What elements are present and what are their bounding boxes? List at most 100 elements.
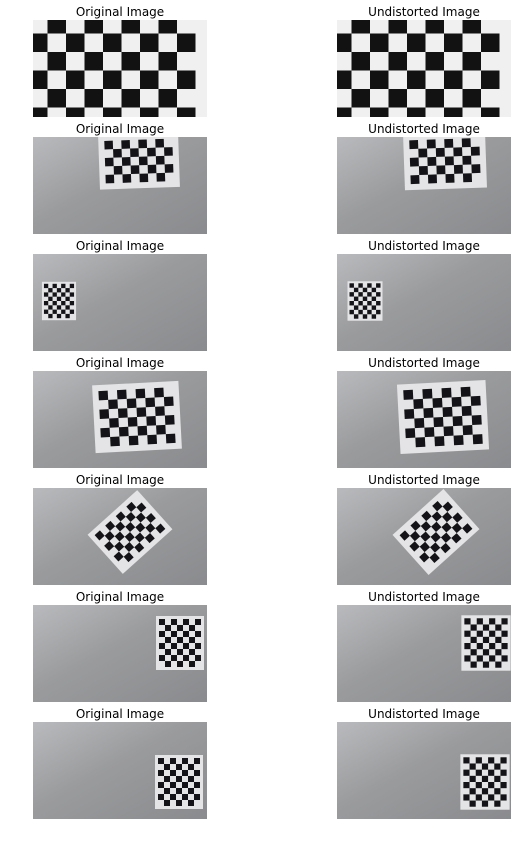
checker-square <box>156 172 166 182</box>
checker-square <box>353 305 359 310</box>
checker-square <box>419 552 430 563</box>
checker-square <box>405 428 416 439</box>
checker-square <box>481 70 500 89</box>
checker-square <box>489 630 496 637</box>
checker-square <box>65 305 70 310</box>
checker-square <box>121 20 140 34</box>
checker-square <box>65 296 70 301</box>
checkerboard <box>155 755 203 809</box>
checker-square <box>126 501 137 512</box>
checkerboard <box>98 137 180 190</box>
checker-square <box>443 426 454 437</box>
checker-square <box>164 800 170 806</box>
checker-square <box>463 769 470 776</box>
checker-square <box>155 406 165 417</box>
checker-square <box>189 661 195 667</box>
checker-square <box>98 390 109 401</box>
checker-square <box>195 619 201 625</box>
checker-square <box>171 643 177 649</box>
checker-square <box>104 157 114 167</box>
checker-square <box>176 788 182 794</box>
checker-square <box>407 33 426 52</box>
checker-square <box>429 552 440 563</box>
checker-square <box>500 794 507 801</box>
checker-square <box>435 147 445 157</box>
checker-square <box>159 655 165 661</box>
checker-square <box>430 531 441 543</box>
checker-square <box>134 542 145 553</box>
checker-square <box>388 52 407 71</box>
checker-square <box>114 531 125 542</box>
checker-square <box>99 409 110 419</box>
checker-square <box>418 148 428 158</box>
checkerboard <box>87 490 173 574</box>
checker-square <box>194 782 200 788</box>
checker-square <box>189 625 195 631</box>
checker-square <box>440 532 452 543</box>
checker-square <box>501 618 508 625</box>
checker-square <box>481 33 500 52</box>
checker-square <box>452 415 463 427</box>
checker-square <box>475 769 482 776</box>
checker-square <box>371 287 377 293</box>
checker-square <box>69 309 75 314</box>
panel-image <box>33 137 207 234</box>
checker-square <box>451 522 463 534</box>
checker-square <box>444 70 463 89</box>
checker-square <box>176 776 182 782</box>
panel-title: Undistorted Image <box>368 5 480 19</box>
checker-square <box>420 521 432 532</box>
checker-square <box>188 788 194 794</box>
checker-square <box>155 155 165 165</box>
checker-square <box>104 540 115 552</box>
checker-square <box>482 649 490 656</box>
checker-square <box>121 157 131 166</box>
panel-title: Original Image <box>75 356 165 370</box>
checker-square <box>451 533 462 544</box>
checker-square <box>421 510 432 522</box>
checker-square <box>475 794 482 801</box>
checker-square <box>434 436 445 447</box>
checker-square <box>124 542 135 553</box>
checker-square <box>66 107 85 117</box>
checker-square <box>337 107 352 117</box>
checker-square <box>470 624 477 631</box>
checker-square <box>121 140 131 149</box>
checker-square <box>353 314 359 319</box>
checker-square <box>135 522 146 533</box>
panel-title: Undistorted Image <box>368 473 480 487</box>
checker-square <box>444 138 454 148</box>
checker-square <box>451 396 462 407</box>
checker-square <box>171 655 177 661</box>
checker-square <box>195 643 201 649</box>
checker-square <box>494 800 501 807</box>
checker-square <box>453 147 463 157</box>
checker-square <box>501 630 508 637</box>
checker-square <box>426 139 436 149</box>
checker-square <box>164 776 170 782</box>
checker-square <box>404 408 415 420</box>
checker-square <box>155 523 166 534</box>
checker-square <box>488 757 495 764</box>
checker-square <box>183 631 189 637</box>
checker-square <box>170 758 176 764</box>
checker-square <box>425 52 444 71</box>
checker-square <box>65 288 70 293</box>
checker-square <box>494 763 501 770</box>
panel-image <box>337 371 511 468</box>
checker-square <box>481 775 489 782</box>
checker-square <box>158 794 164 800</box>
checker-square <box>469 775 476 782</box>
checker-square <box>183 619 189 625</box>
checker-square <box>367 309 372 315</box>
checker-square <box>370 70 389 89</box>
checker-square <box>495 624 502 631</box>
checker-square <box>182 794 188 800</box>
checker-square <box>489 643 496 650</box>
checker-square <box>171 631 177 637</box>
checker-square <box>367 301 372 306</box>
checker-square <box>189 637 195 643</box>
checker-square <box>158 782 164 788</box>
checker-square <box>84 52 103 71</box>
